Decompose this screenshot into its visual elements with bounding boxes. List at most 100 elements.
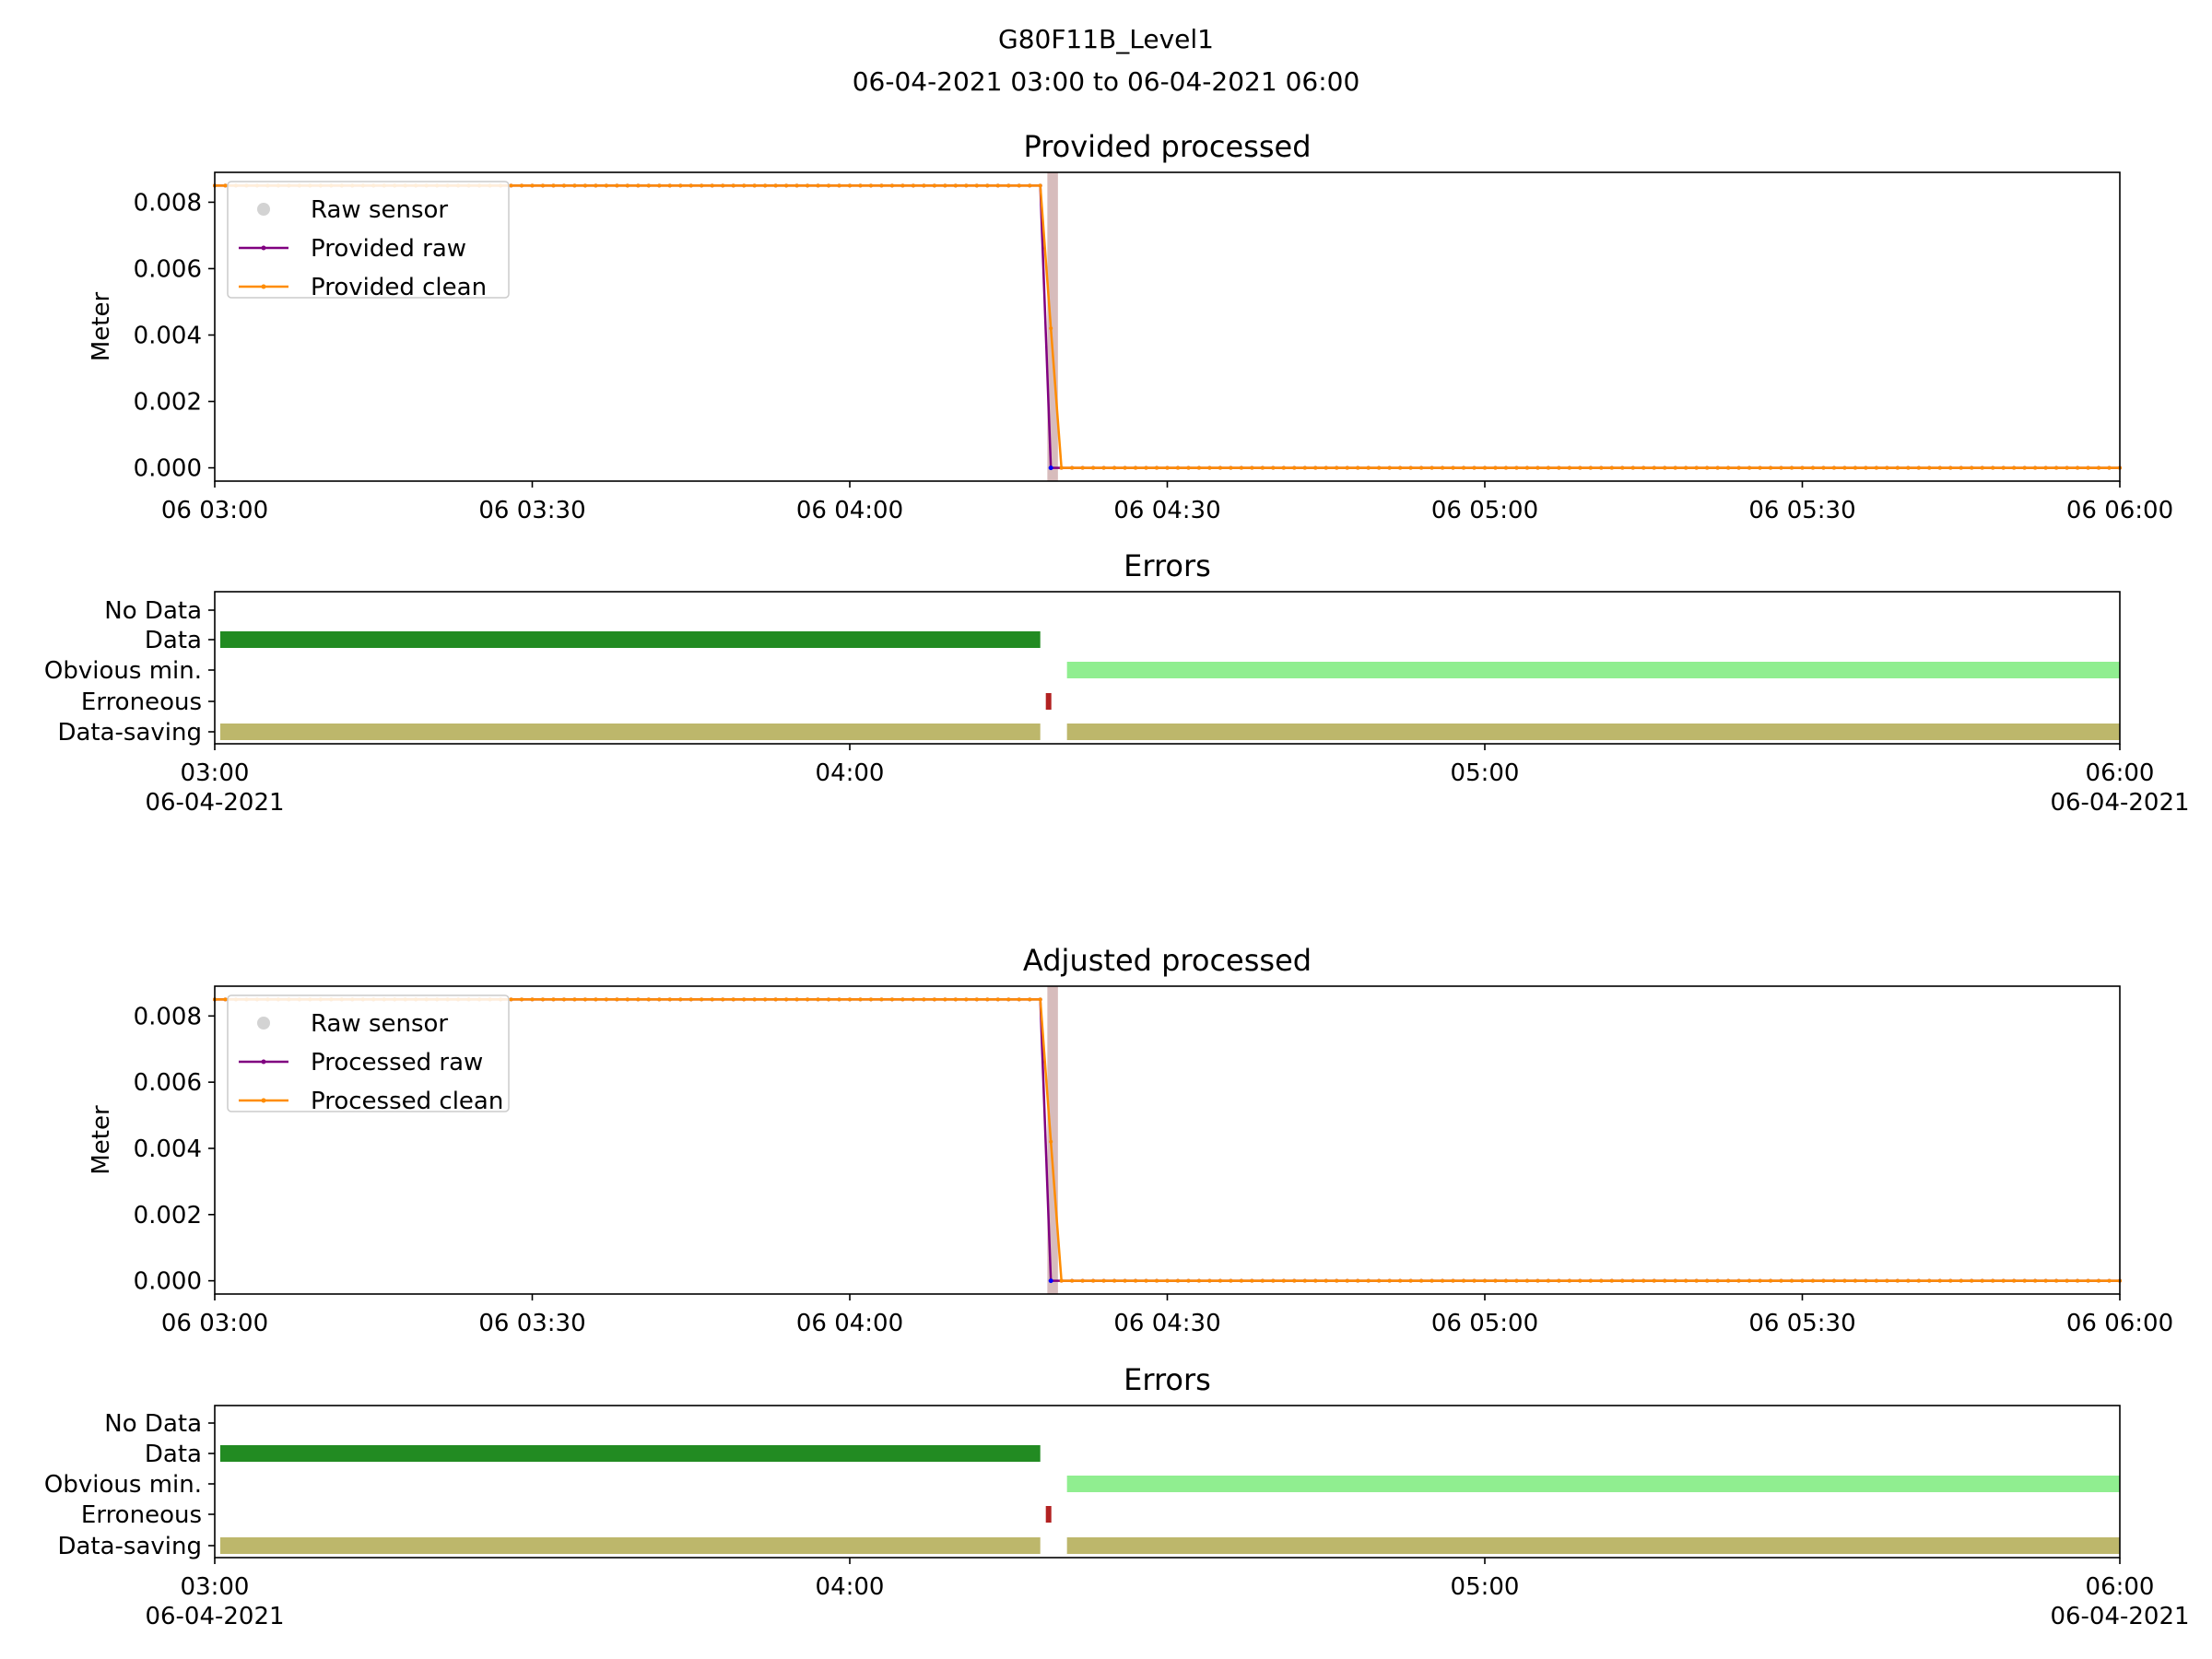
series-point [1948, 465, 1953, 470]
series-point [1906, 465, 1911, 470]
series-point [773, 183, 778, 188]
series-point [1800, 465, 1805, 470]
series-point [1239, 1278, 1243, 1283]
series-point [995, 997, 1000, 1002]
legend-label: Raw sensor [311, 1010, 448, 1038]
series-point [2097, 1278, 2101, 1283]
x-tick-date: 06-04-2021 [145, 1603, 284, 1630]
series-point [1684, 1278, 1688, 1283]
series-point [1842, 465, 1847, 470]
series-point [1937, 465, 1942, 470]
series-point [520, 997, 524, 1002]
series-point [1271, 465, 1276, 470]
series-point [752, 183, 757, 188]
y-tick-label: 0.000 [134, 455, 202, 483]
series-point [1175, 1278, 1180, 1283]
series-point [1959, 1278, 1963, 1283]
series-point [1588, 465, 1593, 470]
series-point [1630, 1278, 1635, 1283]
series-point [2076, 1278, 2080, 1283]
series-point [1578, 1278, 1583, 1283]
x-tick-label: 06 03:00 [161, 1310, 268, 1337]
x-tick-label: 06 03:00 [161, 497, 268, 524]
series-point [1175, 465, 1180, 470]
series-point [520, 183, 524, 188]
series-point [943, 997, 947, 1002]
series-point [2043, 465, 2048, 470]
series-point [1356, 1278, 1360, 1283]
panel-title: Provided processed [1023, 129, 1311, 164]
series-point [2054, 465, 2059, 470]
series-point [2107, 465, 2112, 470]
series-point [678, 183, 683, 188]
series-point [625, 997, 629, 1002]
legend-marker [257, 1017, 270, 1030]
x-tick-label: 06 04:30 [1113, 1310, 1220, 1337]
series-point [721, 183, 725, 188]
series-point [1980, 1278, 1984, 1283]
series-point [1218, 465, 1222, 470]
series-point [1874, 1278, 1878, 1283]
series-point [1705, 465, 1710, 470]
series-point [1736, 465, 1741, 470]
series-point [1673, 465, 1677, 470]
series-point [827, 183, 831, 188]
series-point [710, 997, 714, 1002]
series-point [911, 997, 915, 1002]
series-point [731, 183, 735, 188]
series-point [943, 183, 947, 188]
series-point [1387, 1278, 1392, 1283]
series-point [1567, 1278, 1571, 1283]
series-point [572, 997, 577, 1002]
series-point [1335, 465, 1339, 470]
series-point [1557, 465, 1561, 470]
series-point [1747, 1278, 1752, 1283]
series-point [763, 183, 768, 188]
series-point [1715, 465, 1720, 470]
series-point [1853, 1278, 1857, 1283]
series-point [1821, 1278, 1826, 1283]
y-tick-label: 0.002 [134, 389, 202, 417]
series-point [731, 997, 735, 1002]
series-point [594, 997, 598, 1002]
series-point [1652, 465, 1656, 470]
series-point [848, 183, 852, 188]
x-tick-label: 05:00 [1451, 1573, 1520, 1601]
series-point [806, 997, 810, 1002]
error-bar [1045, 693, 1052, 710]
x-tick-label: 06 04:00 [796, 497, 903, 524]
series-point [1546, 1278, 1550, 1283]
series-point [1038, 183, 1042, 188]
series-point [1017, 997, 1021, 1002]
series-point [2076, 465, 2080, 470]
series-point [1006, 997, 1011, 1002]
series-point [1959, 465, 1963, 470]
x-tick-label: 05:00 [1451, 759, 1520, 787]
error-span [1047, 172, 1058, 481]
series-point [657, 997, 662, 1002]
legend: Raw sensor Provided raw Provided clean [227, 181, 510, 301]
series-point [1070, 1278, 1075, 1283]
x-tick-label: 06:00 [2086, 759, 2155, 787]
series-point [1705, 1278, 1710, 1283]
series-point [995, 183, 1000, 188]
series-point [551, 183, 556, 188]
series-point [1546, 465, 1550, 470]
series-point [1345, 1278, 1349, 1283]
series-point [1493, 465, 1498, 470]
series-point [509, 183, 513, 188]
x-tick-date: 06-04-2021 [145, 789, 284, 817]
x-tick-label: 06 05:00 [1431, 497, 1538, 524]
series-point [1049, 1139, 1053, 1144]
series-point [1335, 1278, 1339, 1283]
series-point [1853, 465, 1857, 470]
series-point [1684, 465, 1688, 470]
panel-adjusted_errors: Errors No Data Data Obvious min.Erroneous Da… [44, 1362, 2190, 1630]
series-point [1514, 465, 1519, 470]
series-point [1207, 465, 1212, 470]
series-point [2054, 1278, 2059, 1283]
series-point [1599, 1278, 1604, 1283]
error-span [1047, 986, 1058, 1294]
series-point [2086, 1278, 2090, 1283]
series-point [1196, 465, 1201, 470]
